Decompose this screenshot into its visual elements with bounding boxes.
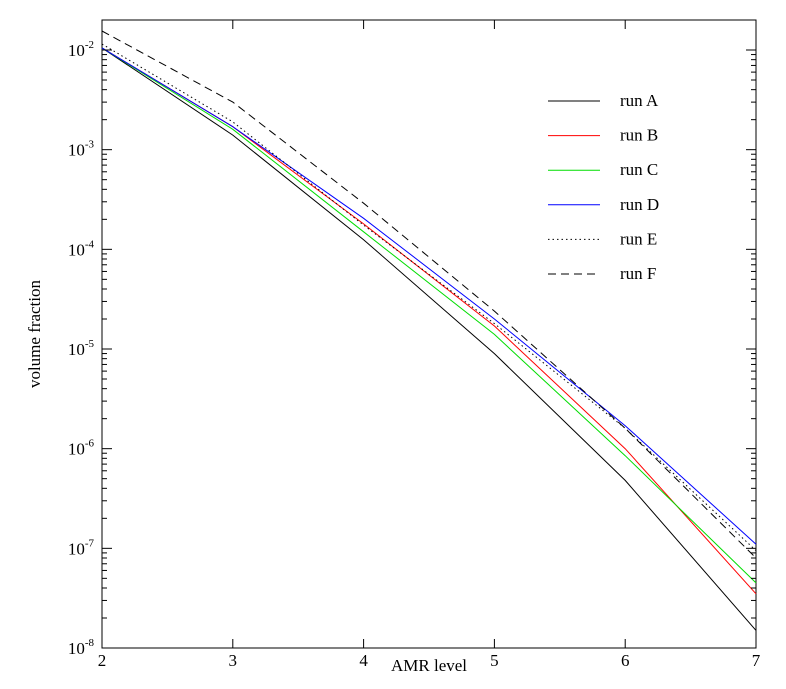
y-tick-exponent: -3 xyxy=(85,139,95,151)
x-tick-label: 4 xyxy=(359,651,368,670)
series-line-run-e xyxy=(101,43,757,551)
plot-frame xyxy=(101,19,757,649)
y-tick-mantissa: 10 xyxy=(68,440,85,459)
y-tick-exponent: -4 xyxy=(85,238,95,250)
series-line-run-a xyxy=(101,47,757,631)
x-axis-ticks: 2 3 4 5 6 7 xyxy=(98,20,761,670)
y-tick-mantissa: 10 xyxy=(68,240,85,259)
y-tick-mantissa: 10 xyxy=(68,41,85,60)
legend-label: run D xyxy=(620,195,659,214)
series-layer xyxy=(101,30,757,631)
y-tick-mantissa: 10 xyxy=(68,141,85,160)
y-tick-label: 10-2 xyxy=(68,39,94,60)
y-tick-label: 10-6 xyxy=(68,438,95,459)
x-tick-label: 7 xyxy=(752,651,761,670)
y-tick-exponent: -7 xyxy=(85,537,95,549)
x-tick-label: 3 xyxy=(229,651,238,670)
x-axis-title: AMR level xyxy=(391,656,467,675)
y-tick-label: 10-8 xyxy=(68,637,95,658)
x-tick-label: 2 xyxy=(98,651,107,670)
y-tick-exponent: -2 xyxy=(85,39,94,51)
y-tick-mantissa: 10 xyxy=(68,539,85,558)
y-axis-ticks: 10-810-710-610-510-410-310-2 xyxy=(68,19,756,658)
y-tick-label: 10-4 xyxy=(68,238,95,259)
y-tick-mantissa: 10 xyxy=(68,639,85,658)
legend: run A run B run C run D run E run F xyxy=(548,91,659,283)
legend-label: run A xyxy=(620,91,659,110)
series-line-run-d xyxy=(101,47,757,545)
y-tick-exponent: -6 xyxy=(85,438,95,450)
y-tick-exponent: -8 xyxy=(85,637,95,649)
legend-label: run F xyxy=(620,264,656,283)
x-tick-label: 6 xyxy=(621,651,630,670)
series-line-run-c xyxy=(101,47,757,584)
series-line-run-f xyxy=(101,30,757,559)
y-tick-label: 10-7 xyxy=(68,537,95,558)
y-tick-mantissa: 10 xyxy=(68,340,85,359)
y-tick-label: 10-5 xyxy=(68,338,95,359)
legend-label: run B xyxy=(620,126,658,145)
y-tick-exponent: -5 xyxy=(85,338,95,350)
legend-label: run E xyxy=(620,229,657,248)
y-axis-title: volume fraction xyxy=(25,279,44,388)
y-tick-label: 10-3 xyxy=(68,139,95,160)
legend-label: run C xyxy=(620,160,658,179)
x-tick-label: 5 xyxy=(490,651,499,670)
